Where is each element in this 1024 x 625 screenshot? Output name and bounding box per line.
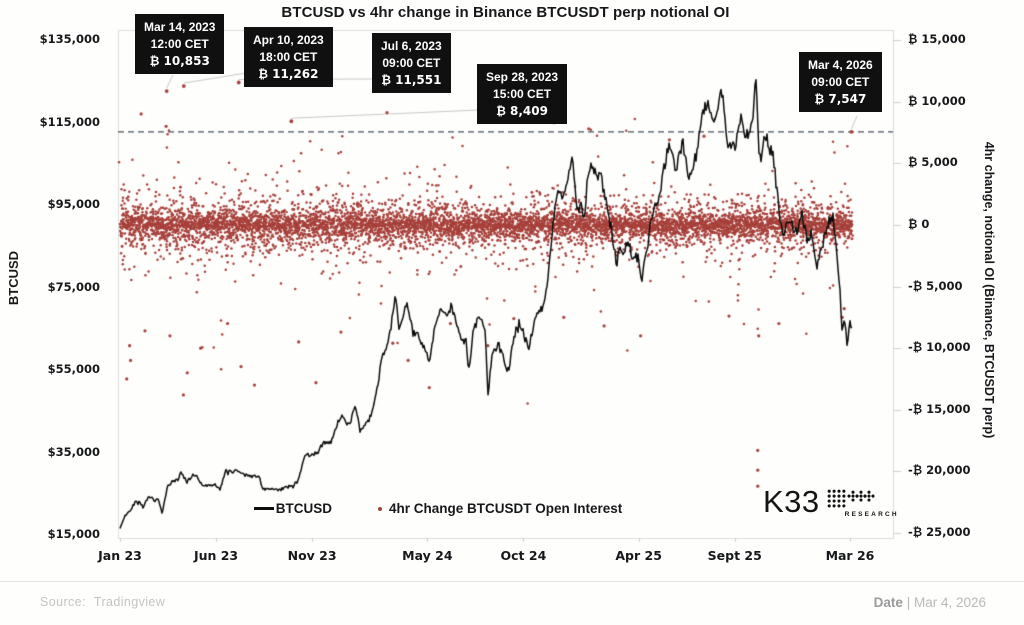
k33-research-label: RESEARCH: [844, 511, 899, 518]
x-axis-tick: May 24: [402, 548, 453, 563]
right-axis-tick: ₿ 5,000: [908, 155, 958, 170]
annotation-date: Mar 4, 2026: [808, 58, 873, 72]
left-axis-tick: $75,000: [47, 279, 100, 294]
annotation-callout: Mar 14, 2023 12:00 CET ₿ 10,853: [135, 14, 225, 75]
annotation-date: Mar 14, 2023: [144, 20, 216, 34]
k33-wordmark: K33: [763, 484, 820, 519]
left-axis-tick: $55,000: [47, 362, 100, 376]
right-axis-tick: ₿ 15,000: [908, 32, 966, 46]
right-axis-tick: -₿ 25,000: [908, 525, 971, 539]
annotation-date: Jul 6, 2023: [381, 39, 442, 53]
x-axis-tick: Apr 25: [615, 548, 662, 563]
annotation-callout: Mar 4, 2026 09:00 CET ₿ 7,547: [799, 52, 882, 113]
btcusd-line-marker-icon: [253, 507, 274, 510]
k33-dot-matrix-icon: RESEARCH: [827, 489, 899, 518]
left-axis-tick: $35,000: [47, 444, 100, 459]
annotation-amount: ₿ 7,547: [814, 91, 867, 106]
x-axis-tick: Sept 25: [707, 548, 762, 563]
date-value: Mar 4, 2026: [913, 595, 986, 610]
right-axis-tick: -₿ 10,000: [908, 340, 971, 355]
annotation-callout: Jul 6, 2023 09:00 CET ₿ 11,551: [372, 33, 451, 94]
legend-item-btcusd: BTCUSD: [253, 501, 332, 516]
source-label: Source:: [40, 595, 86, 609]
date-stamp: Date | Mar 4, 2026: [874, 595, 986, 610]
annotation-callout: Apr 10, 2023 18:00 CET ₿ 11,262: [244, 27, 333, 88]
annotation-date: Sep 28, 2023: [486, 70, 559, 84]
date-label: Date: [873, 595, 903, 610]
legend-label-btcusd: BTCUSD: [275, 501, 332, 516]
annotation-time: 09:00 CET: [811, 74, 870, 89]
k33-research-logo: K33 RESEARCH: [763, 486, 899, 518]
left-axis-title: BTCUSD: [6, 250, 21, 306]
x-axis-tick: Oct 24: [500, 548, 547, 563]
x-axis-tick: Jun 23: [193, 548, 239, 563]
k33-dots-svg: [827, 489, 875, 508]
left-axis-tick: $15,000: [47, 527, 100, 541]
left-axis-tick: $115,000: [39, 114, 100, 129]
annotation-time: 09:00 CET: [382, 55, 441, 70]
annotation-amount: ₿ 11,551: [381, 72, 442, 87]
annotation-time: 12:00 CET: [150, 36, 209, 51]
chart-title: BTCUSD vs 4hr change in Binance BTCUSDT …: [281, 4, 730, 21]
annotation-amount: ₿ 8,409: [496, 103, 548, 118]
right-axis-tick: ₿ 10,000: [908, 93, 966, 108]
source-value: Tradingview: [93, 595, 166, 609]
legend-label-open-interest: 4hr Change BTCUSDT Open Interest: [388, 501, 623, 516]
right-axis-title: 4hr change, notional OI (Binance, BTCUSD…: [982, 141, 996, 439]
x-axis-tick: Jan 23: [98, 548, 142, 563]
footer-divider: [0, 581, 1024, 582]
right-axis-tick: -₿ 15,000: [908, 401, 971, 416]
annotation-time: 18:00 CET: [259, 49, 318, 64]
legend-item-open-interest: 4hr Change BTCUSDT Open Interest: [377, 501, 623, 516]
source-credit: Source: Tradingview: [40, 595, 165, 609]
annotation-time: 15:00 CET: [493, 86, 552, 101]
right-axis-tick: -₿ 5,000: [908, 278, 963, 293]
annotation-amount: ₿ 10,853: [149, 53, 210, 68]
left-axis-tick: $95,000: [47, 197, 100, 211]
legend: BTCUSD 4hr Change BTCUSDT Open Interest: [118, 501, 758, 516]
annotation-amount: ₿ 11,262: [258, 66, 319, 81]
date-separator: |: [902, 595, 914, 610]
annotation-callout: Sep 28, 2023 15:00 CET ₿ 8,409: [477, 64, 568, 125]
open-interest-dot-marker-icon: [377, 506, 382, 511]
left-axis-tick: $135,000: [39, 32, 100, 46]
right-axis-tick: ₿ 0: [908, 216, 930, 231]
annotation-date: Apr 10, 2023: [253, 33, 324, 47]
x-axis-tick: Mar 26: [825, 548, 875, 563]
right-axis-tick: -₿ 20,000: [908, 463, 971, 478]
x-axis-tick: Nov 23: [287, 548, 337, 563]
